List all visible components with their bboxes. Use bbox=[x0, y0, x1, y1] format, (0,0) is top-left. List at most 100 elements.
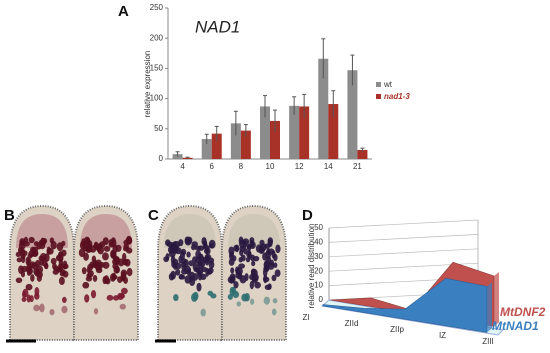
panel-label: C bbox=[148, 207, 159, 224]
y-tick-label: 40 bbox=[314, 238, 323, 247]
cell bbox=[106, 294, 114, 301]
cell bbox=[29, 246, 36, 253]
cell bbox=[254, 281, 261, 289]
cell bbox=[61, 240, 66, 247]
cell bbox=[111, 251, 117, 260]
cell bbox=[264, 284, 272, 291]
cell bbox=[90, 290, 97, 299]
cell bbox=[125, 237, 132, 244]
series-label: MtDNF2 bbox=[500, 305, 546, 319]
cell bbox=[58, 251, 64, 257]
micrographs bbox=[9, 204, 287, 341]
cell bbox=[239, 275, 247, 284]
cell bbox=[239, 249, 244, 257]
cell bbox=[238, 263, 246, 269]
x-tick-label: 6 bbox=[209, 162, 214, 171]
cell bbox=[192, 291, 199, 301]
cell bbox=[181, 258, 187, 265]
y-tick-label: 0 bbox=[159, 154, 164, 163]
cell bbox=[20, 270, 26, 278]
cell bbox=[196, 267, 204, 276]
cell bbox=[22, 250, 28, 256]
cell bbox=[25, 256, 30, 266]
cell bbox=[112, 295, 120, 301]
cell bbox=[109, 273, 116, 282]
bar bbox=[357, 149, 368, 159]
cell bbox=[46, 246, 51, 255]
series-label: MtNAD1 bbox=[492, 319, 539, 333]
cell bbox=[81, 267, 87, 275]
cell bbox=[202, 240, 208, 249]
y-tick-label: 50 bbox=[314, 223, 323, 232]
cell bbox=[188, 260, 194, 267]
cell bbox=[33, 267, 40, 276]
y-tick-label: 30 bbox=[314, 252, 323, 261]
cell bbox=[41, 238, 47, 246]
legend-swatch bbox=[376, 82, 381, 87]
cell bbox=[242, 240, 248, 249]
cell bbox=[122, 252, 127, 262]
bar bbox=[318, 58, 329, 159]
cell bbox=[122, 246, 129, 252]
cell bbox=[27, 267, 33, 275]
cell bbox=[249, 240, 255, 248]
x-tick-label: 12 bbox=[295, 162, 304, 171]
nodule-tip bbox=[80, 214, 132, 248]
cell bbox=[170, 270, 177, 280]
cell bbox=[84, 294, 90, 303]
bar bbox=[230, 123, 241, 159]
cell bbox=[259, 239, 265, 246]
cell bbox=[25, 283, 33, 291]
cell bbox=[208, 267, 214, 274]
cell bbox=[272, 298, 278, 304]
cell bbox=[171, 260, 176, 268]
cell bbox=[50, 257, 57, 265]
cell bbox=[192, 273, 199, 281]
area-side bbox=[494, 272, 499, 327]
cell bbox=[82, 246, 89, 252]
cell bbox=[59, 271, 66, 277]
cell bbox=[30, 274, 35, 282]
cell bbox=[205, 247, 211, 255]
x-tick-label: ZIII bbox=[482, 337, 494, 346]
cell bbox=[271, 274, 277, 282]
cell bbox=[105, 277, 111, 285]
cell bbox=[33, 241, 39, 247]
panel-label: A bbox=[118, 3, 129, 20]
x-tick-label: IZ bbox=[439, 331, 446, 340]
bar bbox=[201, 139, 212, 159]
y-tick-label: 150 bbox=[150, 64, 164, 73]
cell bbox=[175, 268, 181, 276]
cell bbox=[249, 280, 255, 290]
bar bbox=[260, 106, 270, 159]
cell bbox=[251, 275, 257, 282]
cell bbox=[236, 301, 241, 307]
grid-line bbox=[328, 248, 479, 258]
cell bbox=[92, 274, 98, 282]
cell bbox=[235, 266, 240, 274]
cell bbox=[205, 267, 210, 277]
cell bbox=[184, 275, 191, 284]
panel-label: D bbox=[302, 207, 313, 224]
y-tick-label: 0 bbox=[319, 295, 324, 304]
cell bbox=[266, 247, 271, 256]
cell bbox=[275, 244, 281, 254]
y-axis-label: relative read distribution bbox=[307, 224, 316, 309]
cell bbox=[250, 298, 255, 305]
x-tick-label: ZIId bbox=[345, 319, 359, 328]
cell bbox=[200, 308, 206, 317]
cell bbox=[39, 303, 45, 313]
cell bbox=[267, 239, 273, 248]
legend-label: wt bbox=[383, 80, 393, 89]
cell bbox=[49, 308, 55, 316]
cell bbox=[26, 294, 32, 303]
cell bbox=[89, 245, 97, 253]
cell bbox=[58, 276, 65, 286]
cell bbox=[93, 308, 99, 315]
cell bbox=[262, 252, 268, 261]
cell bbox=[95, 265, 102, 271]
grid-line bbox=[328, 234, 479, 243]
cell bbox=[271, 250, 276, 259]
legend-swatch bbox=[376, 94, 381, 99]
